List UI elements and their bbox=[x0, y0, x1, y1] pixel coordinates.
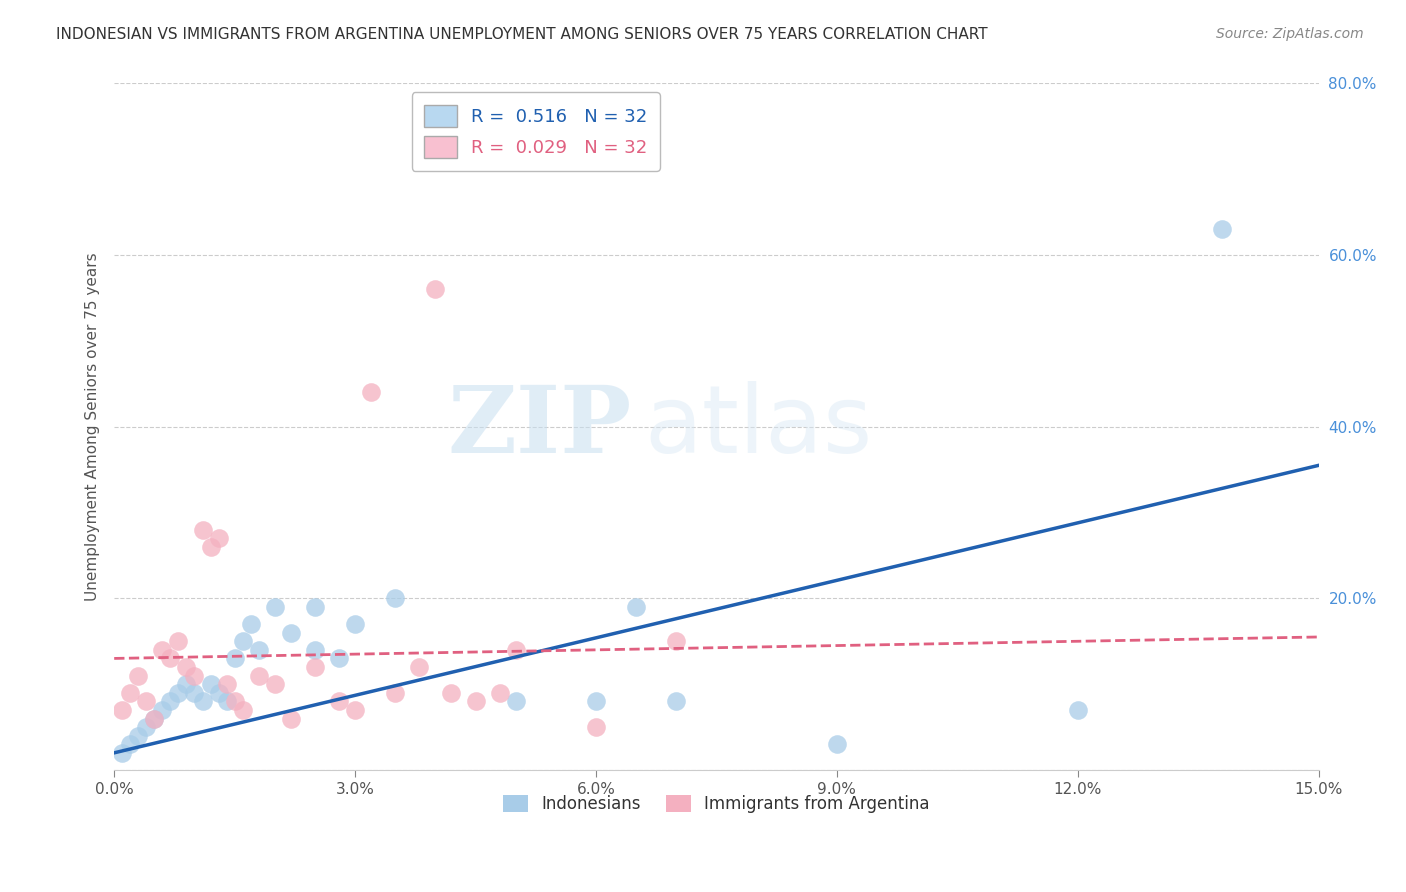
Legend: Indonesians, Immigrants from Argentina: Indonesians, Immigrants from Argentina bbox=[494, 785, 939, 823]
Point bbox=[384, 591, 406, 606]
Point bbox=[224, 694, 246, 708]
Point bbox=[207, 686, 229, 700]
Point bbox=[111, 746, 134, 760]
Point bbox=[304, 599, 326, 614]
Point bbox=[247, 668, 270, 682]
Text: atlas: atlas bbox=[644, 381, 873, 473]
Point bbox=[344, 703, 367, 717]
Point bbox=[215, 694, 238, 708]
Point bbox=[624, 599, 647, 614]
Point bbox=[150, 703, 173, 717]
Point bbox=[159, 694, 181, 708]
Point bbox=[360, 385, 382, 400]
Point bbox=[464, 694, 486, 708]
Point bbox=[505, 643, 527, 657]
Point bbox=[344, 617, 367, 632]
Point bbox=[665, 634, 688, 648]
Point bbox=[232, 703, 254, 717]
Point bbox=[232, 634, 254, 648]
Point bbox=[1211, 222, 1233, 236]
Text: Source: ZipAtlas.com: Source: ZipAtlas.com bbox=[1216, 27, 1364, 41]
Point bbox=[150, 643, 173, 657]
Point bbox=[176, 660, 198, 674]
Point bbox=[183, 686, 205, 700]
Point bbox=[328, 651, 350, 665]
Point bbox=[263, 599, 285, 614]
Point bbox=[120, 686, 142, 700]
Point bbox=[167, 634, 190, 648]
Point bbox=[328, 694, 350, 708]
Point bbox=[159, 651, 181, 665]
Point bbox=[1067, 703, 1090, 717]
Point bbox=[665, 694, 688, 708]
Point bbox=[111, 703, 134, 717]
Point bbox=[120, 737, 142, 751]
Point bbox=[200, 677, 222, 691]
Point bbox=[488, 686, 510, 700]
Point bbox=[191, 523, 214, 537]
Point bbox=[183, 668, 205, 682]
Point bbox=[224, 651, 246, 665]
Point bbox=[143, 711, 166, 725]
Point bbox=[207, 531, 229, 545]
Point bbox=[247, 643, 270, 657]
Point bbox=[263, 677, 285, 691]
Point bbox=[825, 737, 848, 751]
Point bbox=[239, 617, 262, 632]
Text: ZIP: ZIP bbox=[449, 382, 633, 472]
Point bbox=[425, 282, 447, 296]
Point bbox=[280, 625, 302, 640]
Point bbox=[200, 540, 222, 554]
Point bbox=[280, 711, 302, 725]
Point bbox=[585, 694, 607, 708]
Point bbox=[167, 686, 190, 700]
Text: INDONESIAN VS IMMIGRANTS FROM ARGENTINA UNEMPLOYMENT AMONG SENIORS OVER 75 YEARS: INDONESIAN VS IMMIGRANTS FROM ARGENTINA … bbox=[56, 27, 988, 42]
Point bbox=[191, 694, 214, 708]
Point bbox=[215, 677, 238, 691]
Point bbox=[135, 694, 157, 708]
Point bbox=[176, 677, 198, 691]
Point bbox=[127, 729, 149, 743]
Point bbox=[408, 660, 430, 674]
Point bbox=[304, 660, 326, 674]
Point bbox=[384, 686, 406, 700]
Point bbox=[585, 720, 607, 734]
Point bbox=[143, 711, 166, 725]
Point bbox=[440, 686, 463, 700]
Point bbox=[304, 643, 326, 657]
Point bbox=[135, 720, 157, 734]
Point bbox=[505, 694, 527, 708]
Point bbox=[127, 668, 149, 682]
Y-axis label: Unemployment Among Seniors over 75 years: Unemployment Among Seniors over 75 years bbox=[86, 252, 100, 601]
